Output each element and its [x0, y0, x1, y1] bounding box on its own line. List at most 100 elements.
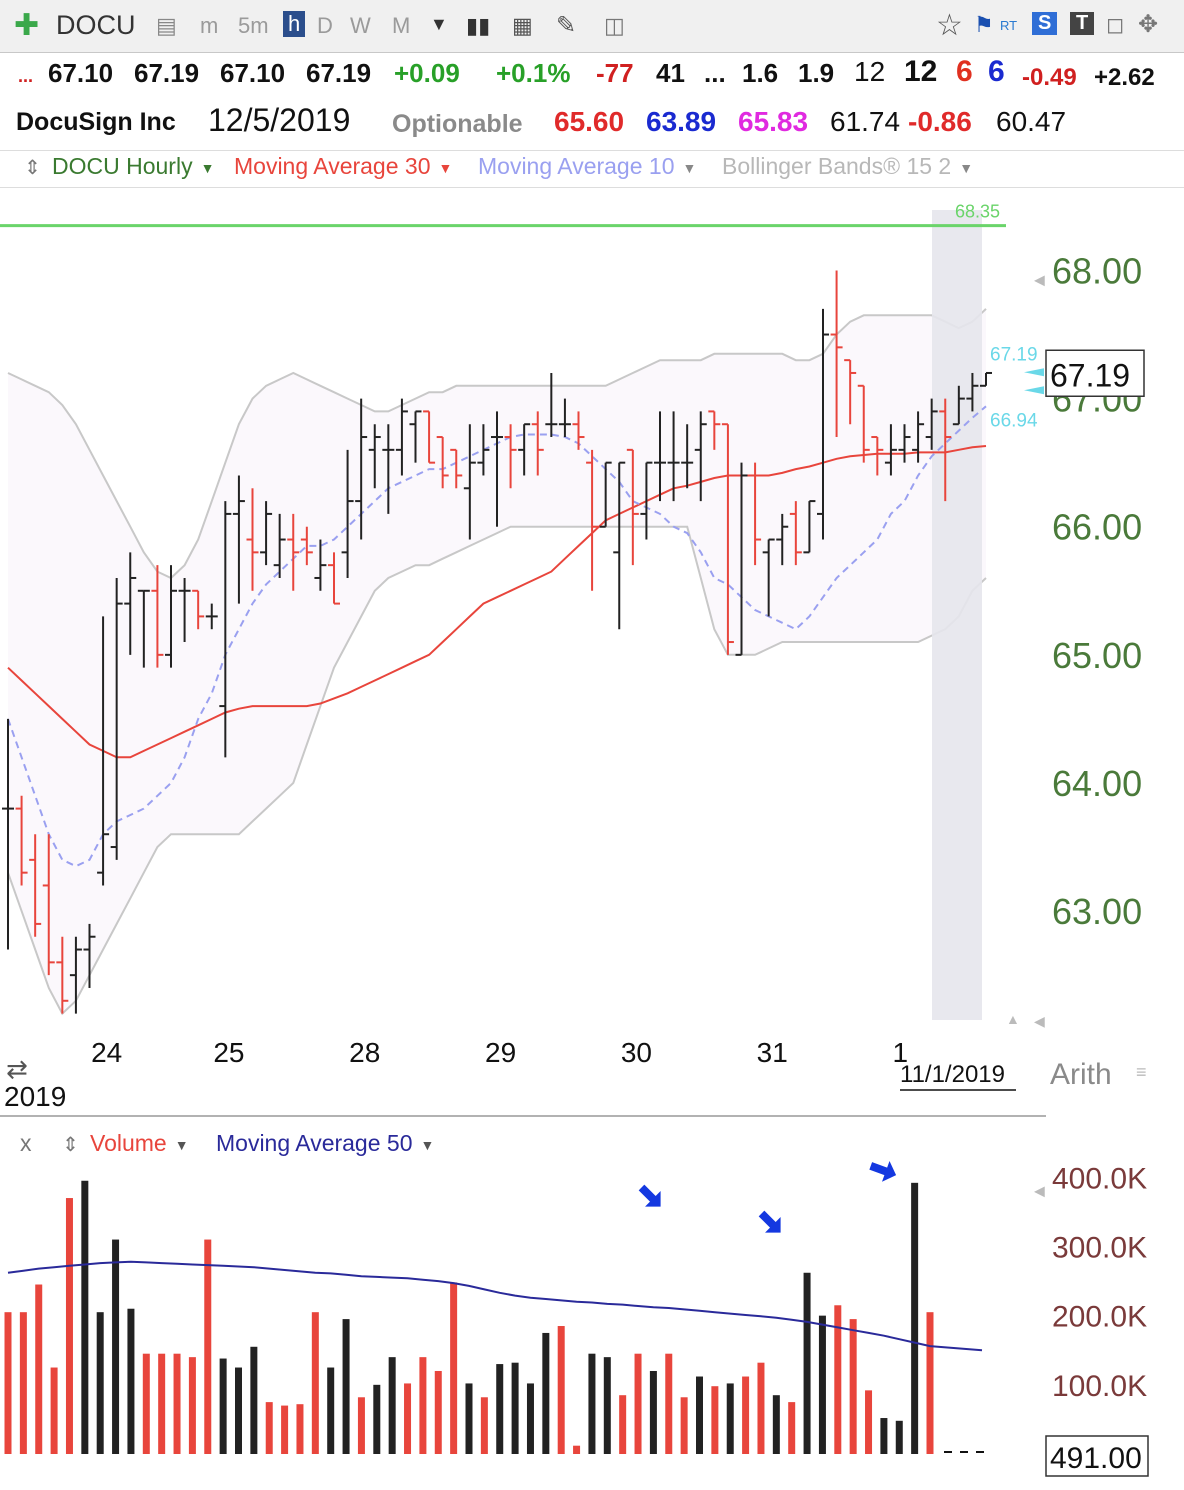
- volume-dropdown-icon[interactable]: ▼: [174, 1136, 189, 1153]
- axis-cursor-date: 11/1/2019: [900, 1061, 1005, 1088]
- bollinger-lower-line: [7, 525, 987, 1016]
- ohlc-bar: [29, 834, 42, 937]
- note-icon[interactable]: ◫: [604, 13, 625, 38]
- ohlc-bar: [246, 488, 259, 591]
- ohlc-bar: [137, 589, 150, 668]
- window-icon[interactable]: ◻: [1106, 12, 1125, 37]
- ohlc-bar: [925, 398, 938, 450]
- quote-v6: 12: [904, 55, 938, 88]
- timeframe-5m[interactable]: 5m: [238, 13, 269, 38]
- ma30-dropdown-icon[interactable]: ▼: [438, 159, 453, 176]
- ohlc-bar: [952, 385, 965, 426]
- quote-v7: 6: [956, 55, 973, 88]
- ohlc-bar: [83, 923, 96, 988]
- ohlc-bar: [830, 270, 843, 438]
- ma10-dropdown-icon[interactable]: ▼: [682, 159, 697, 176]
- ma10-study-label[interactable]: Moving Average 10 ▼: [478, 153, 696, 180]
- price-study-dropdown-icon[interactable]: ▼: [200, 159, 215, 176]
- volume-bar: [265, 1402, 273, 1454]
- ma30-study-text: Moving Average 30: [234, 153, 431, 179]
- volume-bar: [4, 1312, 12, 1454]
- ohlc-bar: [939, 398, 952, 502]
- volume-bar: [96, 1312, 104, 1454]
- print-icon[interactable]: ▤: [156, 13, 177, 38]
- realtime-badge[interactable]: RT: [1000, 18, 1018, 33]
- volume-bar: [542, 1332, 550, 1454]
- quote-p1: 65.60: [554, 106, 625, 137]
- price-study-handle-icon[interactable]: ⇕: [24, 157, 41, 179]
- axis-year-label: 2019: [4, 1081, 66, 1112]
- ohlc-bar: [232, 475, 245, 604]
- move-icon[interactable]: ✥: [1138, 11, 1159, 38]
- date-axis-label: 28: [349, 1037, 380, 1068]
- timeframe-hourly[interactable]: h: [283, 11, 306, 37]
- ohlc-bar: [124, 552, 137, 655]
- price-pane[interactable]: 68.3563.0064.0065.0066.0067.0068.00◀67.1…: [0, 190, 1147, 1117]
- volume-bar: [496, 1364, 504, 1454]
- scale-mode-menu-icon: ≡: [1136, 1062, 1147, 1082]
- ohlc-bar: [980, 371, 992, 387]
- volume-bar: [342, 1319, 350, 1454]
- chart-settings-icon[interactable]: ▦: [512, 13, 533, 38]
- ma50-study-label[interactable]: Moving Average 50 ▼: [216, 1130, 434, 1157]
- tradingview-badge[interactable]: T: [1070, 12, 1095, 35]
- timeframe-monthly[interactable]: M: [392, 13, 411, 38]
- volume-bar: [865, 1390, 873, 1454]
- timeframe-daily[interactable]: D: [317, 13, 333, 38]
- ohlc-bar: [395, 398, 408, 476]
- star-icon[interactable]: ☆: [936, 9, 963, 42]
- quote-lead: ...: [18, 66, 34, 86]
- toolbar: ✚ DOCU ▤ m 5m h D W M ▼ ▮▮ ▦ ✎ ◫ ☆ ⚑ RT …: [0, 0, 1184, 53]
- timeframe-minute[interactable]: m: [200, 13, 219, 38]
- volume-axis-tick: 200.0K: [1052, 1301, 1147, 1334]
- last-price-value: 67.19: [1050, 357, 1130, 393]
- date-axis-label: 25: [213, 1037, 244, 1068]
- timeframe-weekly[interactable]: W: [350, 13, 371, 38]
- ma50-dropdown-icon[interactable]: ▼: [420, 1136, 435, 1153]
- bb-dropdown-icon[interactable]: ▼: [959, 159, 974, 176]
- volume-pane-close-icon[interactable]: x: [20, 1130, 32, 1156]
- flag-icon[interactable]: ⚑: [974, 12, 994, 37]
- volume-bar: [388, 1357, 396, 1454]
- ohlc-bar: [803, 500, 816, 554]
- ohlc-bar: [300, 526, 313, 566]
- ohlc-bar: [640, 461, 653, 540]
- ohlc-bar: [884, 424, 897, 476]
- volume-bar: [311, 1312, 319, 1454]
- volume-bar: [757, 1362, 765, 1454]
- add-symbol-icon[interactable]: ✚: [14, 9, 40, 42]
- volume-study-handle-icon[interactable]: ⇕: [62, 1134, 79, 1156]
- ohlc-bar: [409, 410, 422, 463]
- draw-pencil-icon[interactable]: ✎: [556, 12, 577, 39]
- ohlc-bar: [219, 501, 232, 758]
- ma50-study-text: Moving Average 50: [216, 1130, 413, 1156]
- volume-pane[interactable]: 100.0K 200.0K 300.0K 400.0K ◀ 491.00: [4, 1162, 1149, 1477]
- volume-arrow-1: [638, 1184, 661, 1207]
- volume-last-value: 491.00: [1050, 1442, 1142, 1475]
- volume-arrow-3: [869, 1161, 897, 1182]
- symbol-field[interactable]: DOCU: [56, 10, 136, 40]
- timeframe-dropdown-icon[interactable]: ▼: [430, 14, 448, 34]
- ohlc-bar: [844, 359, 857, 425]
- volume-study-label[interactable]: Volume ▼: [90, 1130, 189, 1157]
- volume-arrow-2: [758, 1210, 781, 1233]
- ma30-study-label[interactable]: Moving Average 30 ▼: [234, 153, 452, 180]
- volume-bar: [188, 1357, 196, 1454]
- chart-type-icon[interactable]: ▮▮: [466, 13, 491, 38]
- bb-study-label[interactable]: Bollinger Bands® 15 2 ▼: [722, 153, 973, 180]
- price-study-label[interactable]: DOCU Hourly ▼: [52, 153, 214, 180]
- ohlc-bar: [314, 539, 327, 591]
- ohlc-bar: [15, 795, 28, 886]
- volume-bar: [619, 1395, 627, 1454]
- volume-bar: [250, 1346, 258, 1454]
- ohlc-bar: [654, 411, 666, 502]
- volume-bar: [404, 1383, 412, 1454]
- stocktwits-badge[interactable]: S: [1032, 12, 1058, 35]
- volume-bar: [526, 1383, 534, 1454]
- ohlc-bar: [762, 538, 775, 617]
- ohlc-bar: [69, 936, 82, 1014]
- volume-bar: [880, 1418, 888, 1454]
- volume-axis-tick: 400.0K: [1052, 1162, 1147, 1195]
- volume-bar: [573, 1445, 581, 1454]
